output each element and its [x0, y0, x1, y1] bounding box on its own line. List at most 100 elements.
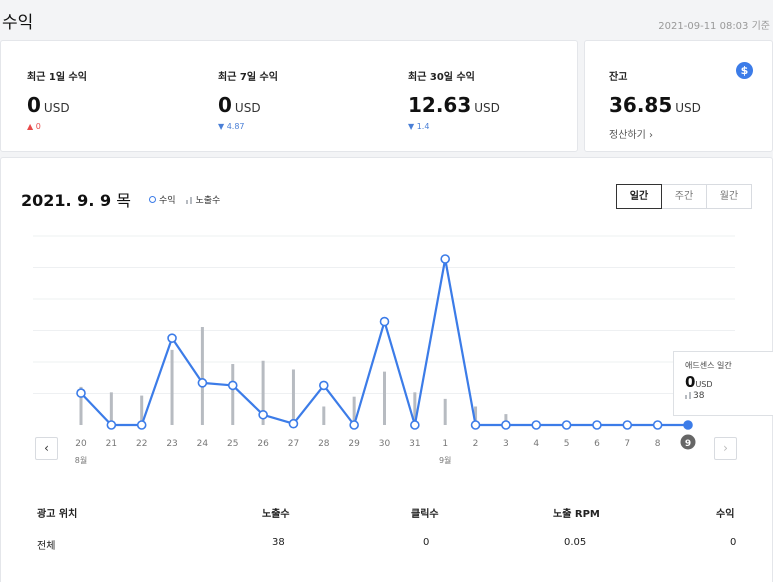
stat-delta: ▼ 1.4: [408, 122, 588, 131]
stat-delta: ▲ 0: [27, 122, 207, 131]
page-title: 수익: [2, 13, 34, 33]
revenue-point: [197, 378, 208, 388]
x-tick-label: 5: [564, 439, 570, 449]
stat-value: 0 USD: [27, 93, 207, 117]
tooltip-impressions-value: 38: [693, 391, 705, 401]
revenue-point: [106, 420, 117, 430]
table-header-clicks: 클릭수: [411, 509, 439, 520]
revenue-point: [652, 420, 663, 430]
revenue-point: [227, 380, 238, 391]
stat-unit: USD: [234, 101, 261, 115]
stat-number: 0: [27, 93, 41, 117]
revenue-point: [561, 420, 572, 430]
stat-delta: ▼ 4.87: [218, 122, 398, 131]
x-tick-label: 29: [348, 439, 360, 449]
revenue-point: [683, 420, 693, 430]
month-label: 9월: [439, 455, 451, 465]
revenue-point: [76, 388, 86, 398]
impression-bar: [200, 327, 204, 425]
chart-date: 2021. 9. 9 목: [21, 187, 131, 211]
revenue-point: [592, 420, 602, 430]
impression-bar: [109, 392, 113, 425]
stat-value: 0 USD: [218, 93, 398, 117]
impression-bar: [383, 371, 386, 425]
chevron-right-icon: ›: [649, 130, 653, 141]
table-cell-rpm: 0.05: [564, 537, 587, 548]
tooltip-impressions: 38: [685, 391, 773, 401]
chart-card: 2021. 9. 9 목 수익 노출수 일간 주간 월간: [0, 157, 773, 582]
x-tick-label: 7: [624, 439, 630, 449]
triangle-down-icon: ▼: [218, 122, 225, 131]
x-tick-label: 23: [166, 439, 177, 449]
revenue-point: [531, 420, 542, 430]
chart-legend: 수익 노출수: [149, 193, 220, 206]
impression-bar: [443, 398, 447, 425]
revenue-point: [136, 420, 147, 430]
balance-value: 36.85 USD: [609, 93, 773, 117]
period-toggle: 일간 주간 월간: [616, 184, 752, 209]
updated-timestamp: 2021-09-11 08:03 기준: [658, 21, 770, 32]
x-tick-label: 28: [318, 439, 330, 449]
x-tick-label: 1: [442, 439, 448, 449]
balance-stat: 잔고 36.85 USD 정산하기 ›: [609, 41, 773, 141]
revenue-point: [258, 409, 268, 420]
impression-bar: [504, 414, 508, 425]
impression-bar: [474, 406, 478, 425]
x-tick-label: 22: [136, 439, 147, 449]
revenue-point: [410, 420, 420, 430]
stat-label: 최근 7일 수익: [218, 72, 278, 83]
balance-card: 잔고 36.85 USD 정산하기 › $: [584, 40, 773, 152]
impression-bar: [170, 349, 174, 425]
stat-delta-value: 0: [35, 122, 41, 131]
revenue-point: [379, 316, 390, 327]
impression-bar: [231, 364, 235, 425]
x-tick-label: 2: [473, 439, 479, 449]
settle-link-label: 정산하기: [609, 130, 646, 141]
revenue-point: [470, 420, 481, 430]
dollar-icon: $: [736, 62, 753, 79]
chart-weekday: 목: [116, 191, 131, 210]
tab-weekly[interactable]: 주간: [661, 184, 707, 209]
tab-monthly[interactable]: 월간: [706, 184, 752, 209]
x-tick-label: 25: [227, 439, 238, 449]
table-cell-revenue: 0: [730, 537, 737, 548]
settle-link[interactable]: 정산하기 ›: [609, 126, 773, 141]
legend-bar-icon: [186, 197, 193, 204]
table-header-impressions: 노출수: [262, 509, 290, 520]
triangle-down-icon: ▼: [408, 122, 415, 131]
table-cell-clicks: 0: [423, 537, 430, 548]
stats-card: 최근 1일 수익 0 USD ▲ 0 최근 7일 수익 0 USD ▼ 4.87 최…: [0, 40, 578, 152]
chart-tooltip: 애드센스 일간 0USD 38: [673, 351, 773, 416]
stat-7day: 최근 7일 수익 0 USD ▼ 4.87: [218, 41, 398, 131]
impression-bar: [322, 406, 326, 425]
tooltip-value: 0USD: [685, 375, 773, 390]
chart-next-button[interactable]: ›: [714, 437, 737, 460]
stat-number: 0: [218, 93, 232, 117]
x-tick-label: 21: [106, 439, 117, 449]
stat-unit: USD: [43, 101, 70, 115]
stat-number: 12.63: [408, 93, 472, 117]
stat-delta-value: 1.4: [416, 122, 430, 131]
stat-30day: 최근 30일 수익 12.63 USD ▼ 1.4: [408, 41, 588, 131]
legend-impressions: 노출수: [195, 196, 221, 206]
x-tick-label: 26: [257, 439, 269, 449]
revenue-point: [167, 333, 177, 343]
tooltip-title: 애드센스 일간: [685, 361, 732, 370]
balance-number: 36.85: [609, 93, 673, 117]
chart-prev-button[interactable]: ‹: [35, 437, 58, 460]
legend-line-icon: [149, 196, 156, 203]
x-tick-label: 20: [75, 439, 87, 449]
legend-revenue: 수익: [159, 196, 176, 206]
impression-bar: [352, 396, 356, 425]
x-tick-label: 4: [533, 439, 539, 449]
selected-day-marker: [680, 434, 696, 450]
tab-daily[interactable]: 일간: [616, 184, 662, 209]
stat-value: 12.63 USD: [408, 93, 588, 117]
impression-bar: [261, 360, 265, 425]
balance-unit: USD: [675, 101, 701, 115]
impression-bar: [140, 395, 144, 425]
stat-1day: 최근 1일 수익 0 USD ▲ 0: [27, 41, 207, 131]
x-tick-label: 30: [379, 439, 391, 449]
revenue-point: [501, 420, 511, 430]
balance-label: 잔고: [609, 72, 628, 83]
